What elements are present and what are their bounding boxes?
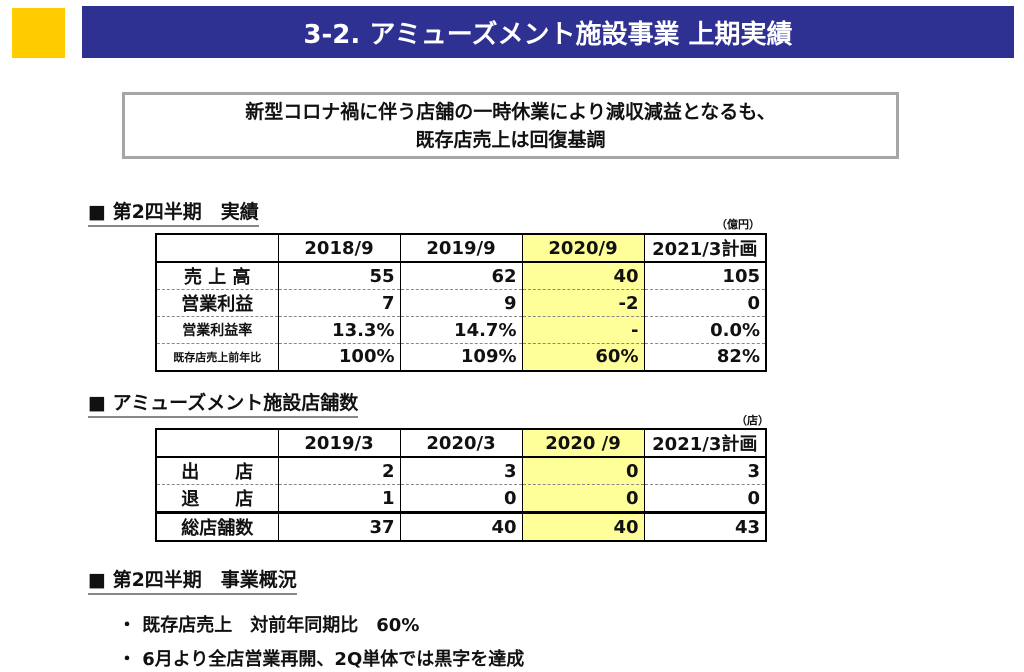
cell: 0.0% xyxy=(643,316,766,344)
cell: 0 xyxy=(521,457,644,485)
header-cell: 2021/3計画 xyxy=(643,234,766,263)
table-row: 退 店 1 0 0 0 xyxy=(155,484,766,513)
results-table: 2018/9 2019/9 2020/9 2021/3計画 売 上 高 55 6… xyxy=(155,233,767,372)
cell: 0 xyxy=(399,484,522,513)
header-cell: 2020 /9 xyxy=(521,429,644,458)
table-row: 営業利益 7 9 -2 0 xyxy=(155,289,766,317)
accent-square xyxy=(12,8,65,58)
unit-label-stores: （店） xyxy=(736,414,769,427)
cell: 82% xyxy=(643,343,766,371)
cell: 9 xyxy=(399,289,522,317)
cell: 0 xyxy=(643,484,766,513)
row-label: 総店舗数 xyxy=(155,511,278,541)
cell: 13.3% xyxy=(277,316,400,344)
table-header-row: 2018/9 2019/9 2020/9 2021/3計画 xyxy=(155,234,766,263)
summary-box: 新型コロナ禍に伴う店舗の一時休業により減収減益となるも、 既存店売上は回復基調 xyxy=(122,92,899,159)
row-label: 売 上 高 xyxy=(155,262,278,290)
cell: 109% xyxy=(399,343,522,371)
cell: 14.7% xyxy=(399,316,522,344)
summary-line-1: 新型コロナ禍に伴う店舗の一時休業により減収減益となるも、 xyxy=(245,101,776,123)
unit-label-oku-yen: （億円） xyxy=(716,218,760,231)
cell: 62 xyxy=(399,262,522,290)
cell: 40 xyxy=(521,262,644,290)
header-cell xyxy=(155,234,278,263)
section-heading-results: ■ 第2四半期 実績 xyxy=(88,197,259,227)
cell: 37 xyxy=(277,511,400,541)
row-label: 営業利益 xyxy=(155,289,278,317)
header-cell xyxy=(155,429,278,458)
header-cell: 2019/3 xyxy=(277,429,400,458)
cell: 3 xyxy=(643,457,766,485)
cell: 0 xyxy=(643,289,766,317)
cell: 7 xyxy=(277,289,400,317)
bullet-item: ・ 既存店売上 対前年同期比 60% xyxy=(118,615,420,636)
cell: 40 xyxy=(399,511,522,541)
cell: 1 xyxy=(277,484,400,513)
table-header-row: 2019/3 2020/3 2020 /9 2021/3計画 xyxy=(155,429,766,458)
header-cell: 2020/3 xyxy=(399,429,522,458)
cell: -2 xyxy=(521,289,644,317)
store-count-table: 2019/3 2020/3 2020 /9 2021/3計画 出 店 2 3 0… xyxy=(155,428,767,542)
row-label: 出 店 xyxy=(155,457,278,485)
section-heading-store-count: ■ アミューズメント施設店舗数 xyxy=(88,388,359,418)
row-label: 退 店 xyxy=(155,484,278,513)
header-cell: 2021/3計画 xyxy=(643,429,766,458)
table-row: 既存店売上前年比 100% 109% 60% 82% xyxy=(155,343,766,371)
header-cell: 2018/9 xyxy=(277,234,400,263)
cell: 3 xyxy=(399,457,522,485)
table-row: 営業利益率 13.3% 14.7% - 0.0% xyxy=(155,316,766,344)
cell: 43 xyxy=(643,511,766,541)
cell: - xyxy=(521,316,644,344)
header-cell: 2019/9 xyxy=(399,234,522,263)
cell: 0 xyxy=(521,484,644,513)
cell: 55 xyxy=(277,262,400,290)
cell: 60% xyxy=(521,343,644,371)
section-heading-overview: ■ 第2四半期 事業概況 xyxy=(88,565,297,595)
table-row-total: 総店舗数 37 40 40 43 xyxy=(155,511,766,541)
table-row: 出 店 2 3 0 3 xyxy=(155,457,766,485)
slide-title: 3-2. アミューズメント施設事業 上期実績 xyxy=(82,6,1014,58)
row-label: 営業利益率 xyxy=(155,316,278,344)
summary-line-2: 既存店売上は回復基調 xyxy=(415,129,606,151)
bullet-item: ・ 6月より全店営業再開、2Q単体では黒字を達成 xyxy=(118,649,525,670)
table-row: 売 上 高 55 62 40 105 xyxy=(155,262,766,290)
cell: 105 xyxy=(643,262,766,290)
cell: 2 xyxy=(277,457,400,485)
header-cell: 2020/9 xyxy=(521,234,644,263)
cell: 100% xyxy=(277,343,400,371)
cell: 40 xyxy=(521,511,644,541)
row-label: 既存店売上前年比 xyxy=(155,343,278,371)
